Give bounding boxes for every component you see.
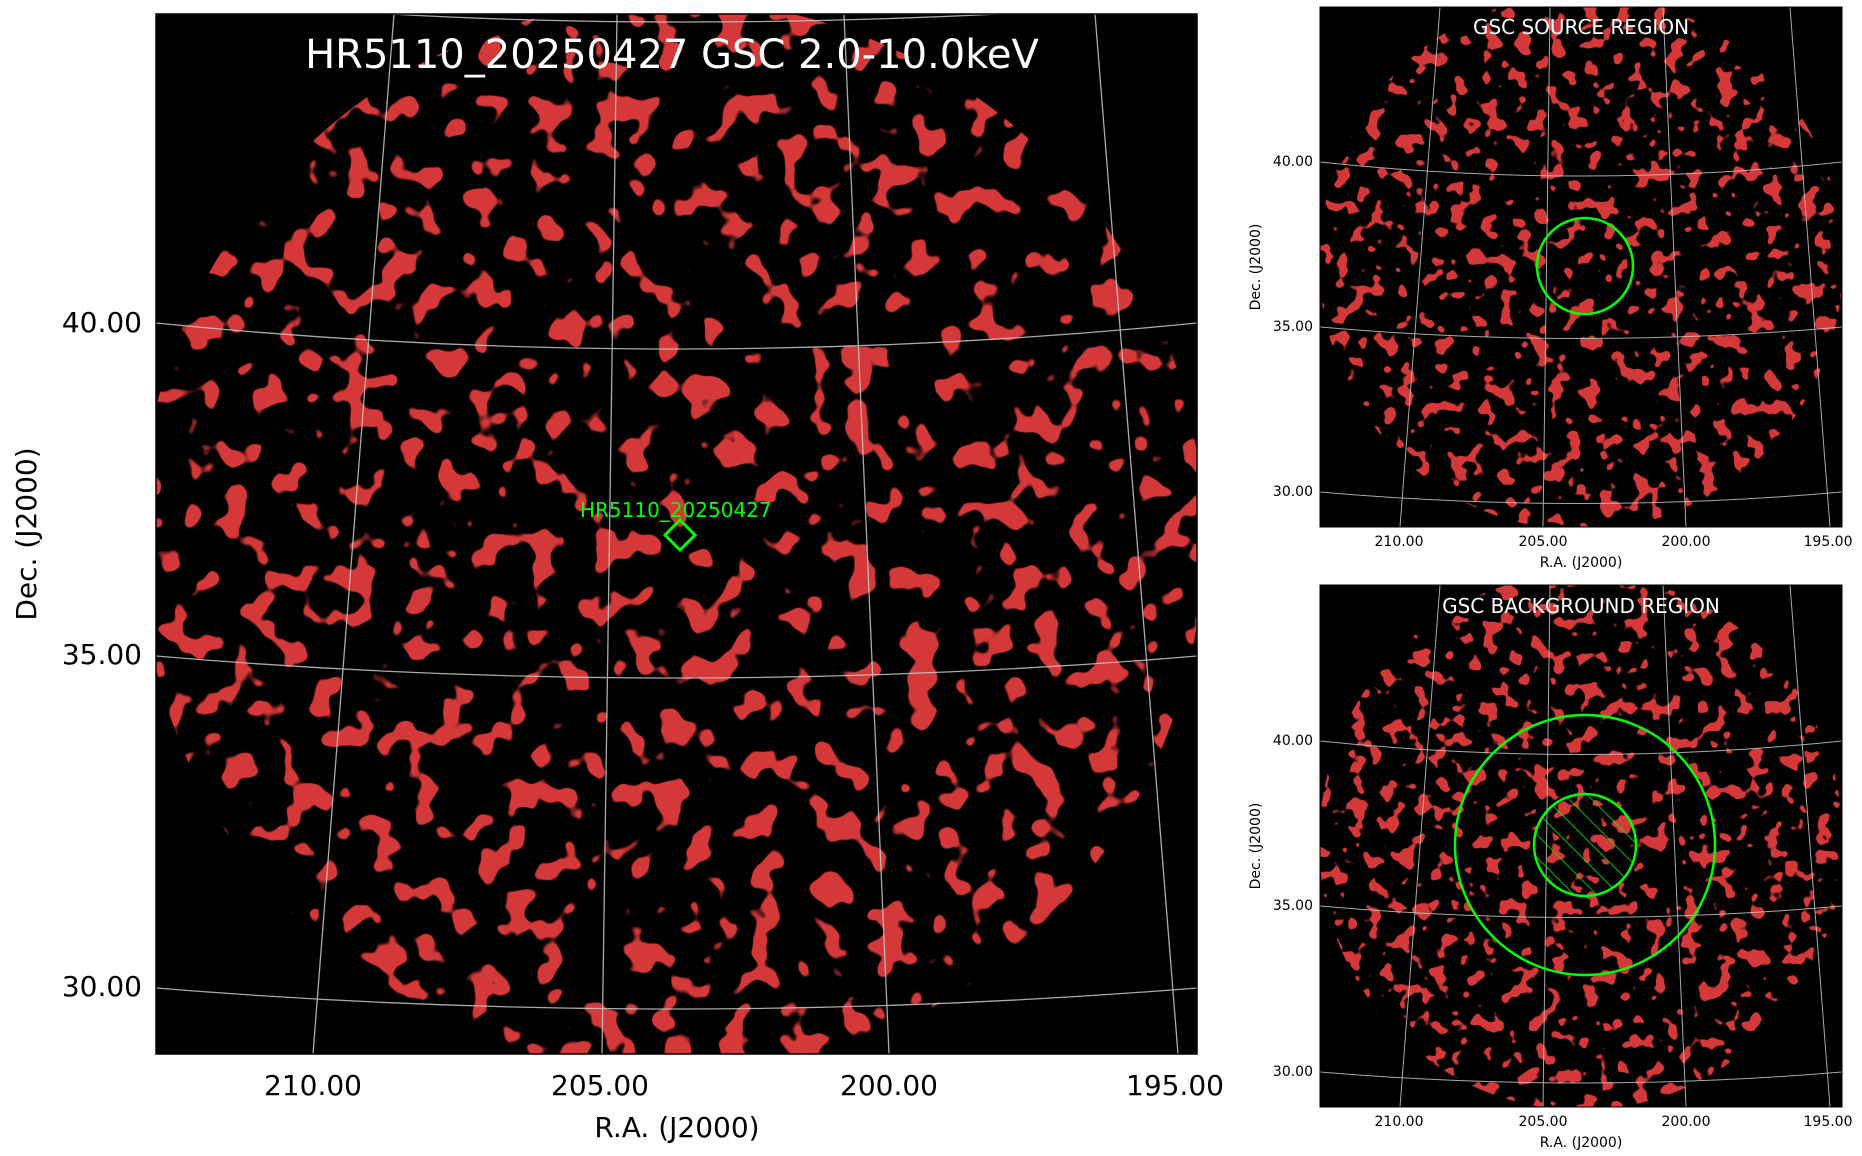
source-frame <box>1319 6 1843 528</box>
background-coordinate-grid <box>1320 585 1842 1107</box>
main-x-axis-label: R.A. (J2000) <box>594 1111 759 1144</box>
background-panel-title: GSC BACKGROUND REGION <box>1442 594 1720 618</box>
main-dec-ticks: 40.00 35.00 30.00 <box>62 306 142 1003</box>
main-ra-tick: 200.00 <box>840 1069 938 1102</box>
main-frame <box>155 13 1198 1055</box>
background-dec-tick: 35.00 <box>1273 898 1313 914</box>
main-ra-tick: 205.00 <box>551 1069 649 1102</box>
source-ra-tick: 205.00 <box>1519 534 1568 550</box>
background-ra-tick: 195.00 <box>1804 1114 1853 1130</box>
main-source-label: HR5110_20250427 <box>580 498 772 522</box>
background-region-panel: GSC BACKGROUND REGION 210.00 205.00 200.… <box>1248 584 1853 1151</box>
background-x-axis-label: R.A. (J2000) <box>1540 1135 1623 1151</box>
main-ra-ticks: 210.00 205.00 200.00 195.00 <box>264 1069 1224 1102</box>
background-ra-tick: 200.00 <box>1662 1114 1711 1130</box>
background-ra-tick: 210.00 <box>1375 1114 1424 1130</box>
source-dec-tick: 30.00 <box>1273 484 1313 500</box>
main-exposure-map <box>156 14 1197 1054</box>
background-dec-tick: 30.00 <box>1273 1064 1313 1080</box>
source-ra-tick: 195.00 <box>1804 534 1853 550</box>
source-region-panel: GSC SOURCE REGION 210.00 205.00 200.00 1… <box>1248 6 1853 571</box>
main-title: HR5110_20250427 GSC 2.0-10.0keV <box>305 32 1039 78</box>
background-ra-tick: 205.00 <box>1519 1114 1568 1130</box>
background-ra-ticks: 210.00 205.00 200.00 195.00 <box>1375 1114 1853 1130</box>
background-frame <box>1319 584 1843 1108</box>
main-sky-panel: HR5110_20250427 GSC 2.0-10.0keV HR5110_2… <box>10 13 1224 1144</box>
main-dec-tick: 35.00 <box>62 638 142 671</box>
source-y-axis-label: Dec. (J2000) <box>1248 224 1264 311</box>
background-excluded-source-circle <box>1532 792 1638 898</box>
source-ra-ticks: 210.00 205.00 200.00 195.00 <box>1375 534 1853 550</box>
source-diamond-icon <box>662 517 698 553</box>
main-coordinate-grid <box>156 14 1197 1054</box>
main-ra-tick: 210.00 <box>264 1069 362 1102</box>
background-dec-ticks: 40.00 35.00 30.00 <box>1273 733 1313 1080</box>
background-dec-tick: 40.00 <box>1273 733 1313 749</box>
main-ra-tick: 195.00 <box>1126 1069 1224 1102</box>
source-ra-tick: 210.00 <box>1375 534 1424 550</box>
main-y-axis-label: Dec. (J2000) <box>10 447 43 620</box>
source-ra-tick: 200.00 <box>1662 534 1711 550</box>
background-y-axis-label: Dec. (J2000) <box>1248 803 1264 890</box>
source-panel-title: GSC SOURCE REGION <box>1473 15 1689 39</box>
source-region-circle <box>1535 216 1635 316</box>
source-dec-tick: 40.00 <box>1273 154 1313 170</box>
background-annulus-outer-circle <box>1453 713 1717 977</box>
source-dec-ticks: 40.00 35.00 30.00 <box>1273 154 1313 500</box>
main-dec-tick: 30.00 <box>62 970 142 1003</box>
source-exposure-map <box>1320 7 1842 527</box>
source-x-axis-label: R.A. (J2000) <box>1540 555 1623 571</box>
main-dec-tick: 40.00 <box>62 306 142 339</box>
source-coordinate-grid <box>1320 7 1842 527</box>
main-source-marker: HR5110_20250427 <box>580 498 772 553</box>
source-dec-tick: 35.00 <box>1273 319 1313 335</box>
